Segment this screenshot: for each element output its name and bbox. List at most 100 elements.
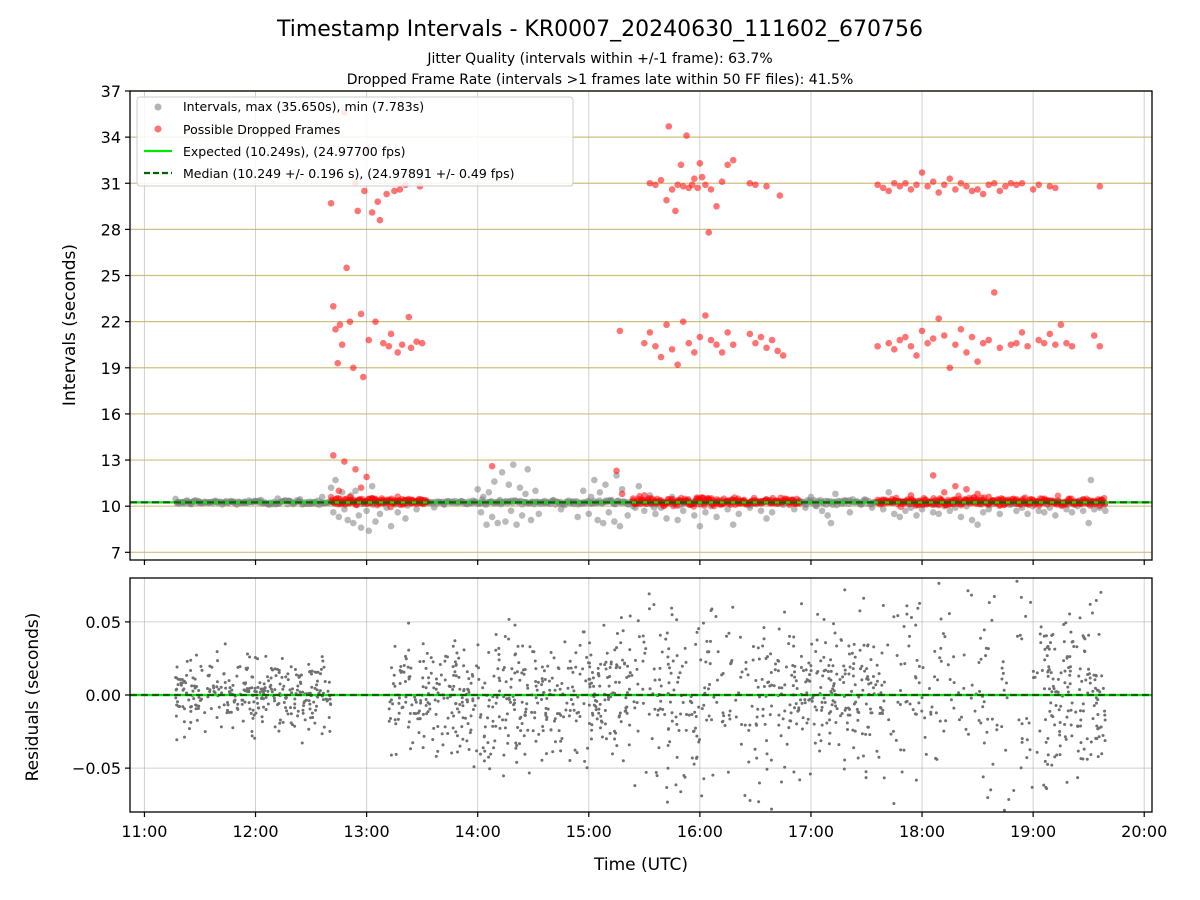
residual-point [398,668,402,672]
residual-point [774,662,778,666]
residual-point [1078,688,1082,692]
residual-point [177,704,181,708]
residual-point [831,687,835,691]
residual-point [603,722,607,726]
dropped-frame-point [657,176,665,184]
residual-point [581,667,585,671]
residual-point [678,671,682,675]
residual-point [841,675,845,679]
residual-point [1084,678,1088,682]
residual-point [822,618,826,622]
dropped-frame-point [763,183,770,190]
residual-point [939,659,943,663]
residual-point [889,732,893,736]
residual-point [310,669,314,673]
residual-point [1029,600,1033,604]
residual-point [488,767,492,771]
residual-point [708,662,712,666]
residual-point [492,746,496,750]
dropped-frame-point [713,341,720,349]
residual-point [1078,709,1082,713]
residual-point [882,776,886,780]
residual-point [1056,677,1060,681]
dropped-frame-point [354,207,362,215]
dropped-frame-point [918,327,926,335]
residual-point [389,716,393,720]
residual-point [1004,681,1008,685]
interval-point [387,522,395,530]
residual-point [827,676,831,680]
residual-point [503,726,507,730]
dropped-frame-point [361,187,368,195]
dropped-frame-point [1100,494,1108,502]
residual-point [182,720,186,724]
residual-point [728,709,732,713]
residual-point [1050,690,1054,694]
residual-point [235,674,239,678]
residual-point [555,684,559,688]
residual-point [671,659,675,663]
dropped-frame-point [974,490,981,498]
residual-point [621,759,625,763]
legend-label-dropped: Possible Dropped Frames [183,122,340,137]
residual-point [1095,724,1099,728]
residual-point [911,708,915,712]
residual-point [679,790,683,794]
interval-point [985,505,993,513]
residual-point [426,710,430,714]
legend-marker-dropped [154,125,162,133]
residual-point [647,592,651,596]
dropped-frame-point [952,341,959,349]
residual-point [822,696,826,700]
residual-point [816,612,820,616]
dropped-frame-point [679,318,687,325]
residual-point [399,664,403,668]
interval-point [505,481,513,488]
residual-point [208,664,212,668]
residual-point [200,668,204,672]
dropped-frame-point [935,315,943,322]
residual-point [280,657,284,661]
residual-point [506,741,510,745]
residual-point [903,662,907,666]
residual-point [583,759,587,763]
residual-point [819,739,823,743]
residual-point [1052,687,1056,691]
residual-point [860,732,864,736]
residual-point [1090,611,1094,615]
residual-point [530,710,534,714]
residual-point [312,700,316,704]
residual-point [608,666,612,670]
residual-point [289,712,293,716]
residual-point [461,716,465,720]
residual-point [806,717,810,721]
dropped-frame-point [616,327,624,335]
residual-point [318,689,322,693]
residual-point [397,711,401,715]
dropped-frame-point [968,187,976,195]
residual-point [757,800,761,804]
dropped-frame-point [379,339,387,347]
residual-point [277,668,281,672]
residual-point [637,635,641,639]
residual-point [263,688,267,692]
residual-point [557,729,561,733]
residual-point [216,659,220,663]
residual-point [195,703,199,707]
residual-point [245,687,249,691]
residual-point [913,675,917,679]
residual-point [320,655,324,659]
residual-point [309,716,313,720]
legend-label-intervals: Intervals, max (35.650s), min (7.783s) [183,99,424,114]
residual-point [546,664,550,668]
dropped-frame-point [357,484,365,492]
residual-point [1046,762,1050,766]
interval-point [477,509,485,516]
dropped-frame-point [963,183,970,190]
residual-point [822,669,826,673]
residual-point [632,700,636,704]
dropped-frame-point [902,179,909,187]
residual-point [721,711,725,715]
residual-point [1050,763,1054,767]
residual-point [866,644,870,648]
